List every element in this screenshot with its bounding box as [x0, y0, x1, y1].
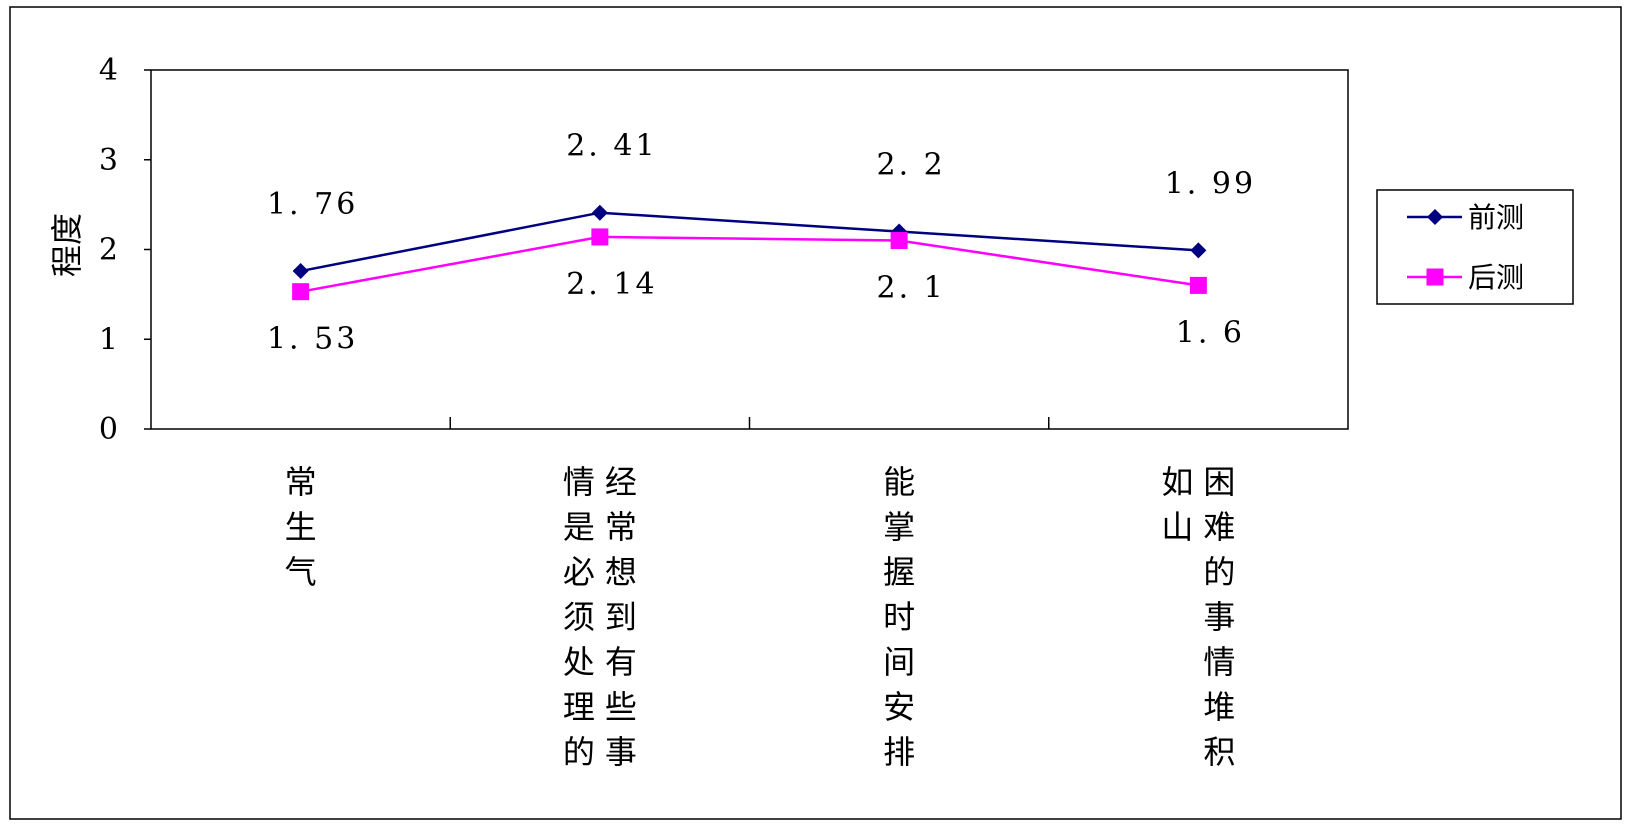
- series-line-1: [300, 211, 1199, 273]
- category-label-char: 经: [605, 463, 637, 501]
- category-label-char: 间: [883, 643, 915, 681]
- plot-area: [150, 69, 1349, 430]
- data-label: 1. 6: [1176, 315, 1245, 350]
- point-marker: [1190, 242, 1207, 259]
- legend-label: 前测: [1468, 201, 1524, 234]
- category-label-char: 如: [1161, 463, 1193, 501]
- category-label-char: 难: [1203, 508, 1235, 546]
- category-label-char: 的: [563, 733, 595, 771]
- category-label-char: 些: [605, 688, 637, 726]
- category-label-char: 处: [563, 643, 595, 681]
- category-label-char: 气: [285, 553, 317, 591]
- category-label-char: 积: [1203, 733, 1235, 771]
- category-label-char: 握: [883, 553, 915, 591]
- data-labels: 1. 76 2. 41 2. 2 1. 99 1. 53 2. 14 2. 1 1. 6: [267, 129, 1256, 357]
- category-label-char: 情: [1203, 643, 1235, 681]
- category-label-char: 想: [605, 553, 637, 591]
- category-label-char: 是: [563, 508, 595, 546]
- y-tick-label: 2: [99, 233, 118, 268]
- legend-marker: [1427, 209, 1443, 225]
- category-label-char: 情: [563, 463, 595, 501]
- point-marker: [1189, 276, 1207, 294]
- data-label: 1. 76: [267, 187, 358, 222]
- point-marker: [890, 232, 908, 250]
- category-label-char: 理: [563, 688, 595, 726]
- y-axis: 0 1 2 3 4: [99, 53, 151, 447]
- category-label-char: 常: [285, 463, 317, 501]
- legend-marker: [1426, 268, 1444, 286]
- category-label-char: 常: [605, 508, 637, 546]
- y-tick-label: 1: [99, 322, 118, 357]
- y-axis-label: 程度: [48, 213, 86, 277]
- data-label: 2. 2: [877, 148, 946, 183]
- category-label-char: 安: [883, 688, 915, 726]
- series-line-2: [300, 235, 1199, 293]
- point-marker: [292, 263, 309, 280]
- category-label-char: 有: [605, 643, 637, 681]
- category-label-char: 困: [1203, 463, 1235, 501]
- data-label: 2. 1: [877, 271, 946, 306]
- legend-label: 后测: [1468, 261, 1524, 294]
- category-label-char: 堆: [1203, 688, 1235, 726]
- category-label-char: 排: [883, 733, 915, 771]
- series-layer: [292, 204, 1207, 301]
- category-label-char: 生: [285, 508, 317, 546]
- category-label-char: 事: [1203, 598, 1235, 636]
- category-label-char: 事: [605, 733, 637, 771]
- category-label-char: 的: [1203, 553, 1235, 591]
- data-label: 1. 99: [1165, 166, 1256, 201]
- legend-box: [1376, 189, 1574, 305]
- category-label-char: 山: [1161, 508, 1193, 546]
- category-label-char: 能: [883, 463, 915, 501]
- point-marker: [591, 204, 608, 221]
- y-tick-label: 4: [99, 53, 118, 88]
- y-tick-label: 3: [99, 143, 118, 178]
- data-label: 1. 53: [267, 322, 358, 357]
- point-marker: [591, 228, 609, 246]
- category-label-char: 时: [883, 598, 915, 636]
- category-label-char: 须: [563, 598, 595, 636]
- point-marker: [292, 283, 310, 301]
- category-label-char: 必: [563, 553, 595, 591]
- data-label: 2. 41: [566, 129, 657, 164]
- x-axis: [449, 417, 1050, 429]
- y-tick-label: 0: [99, 412, 118, 447]
- category-label-char: 到: [605, 598, 637, 636]
- data-label: 2. 14: [566, 267, 657, 302]
- category-label-char: 掌: [883, 508, 915, 546]
